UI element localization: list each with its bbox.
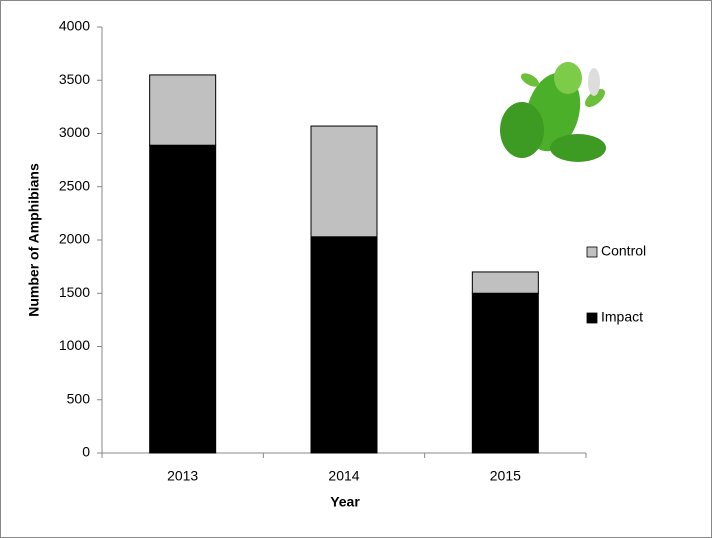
bar-segment [310,125,378,238]
y-tick-label: 1000 [59,337,90,353]
x-tick-label: 2015 [490,468,521,484]
legend-label: Control [601,243,646,259]
legend-swatch [586,246,598,258]
y-tick-label: 4000 [59,18,90,34]
y-tick-label: 3500 [59,71,90,87]
bar-segment [471,271,539,294]
y-axis-label: Number of Amphibians [26,163,42,317]
y-tick-label: 2500 [59,177,90,193]
y-tick-label: 0 [82,444,90,460]
bar-segment [310,236,378,454]
bar-segment [149,144,217,454]
y-tick-label: 3000 [59,124,90,140]
legend-swatch [586,312,598,324]
y-tick-label: 500 [67,390,91,406]
frog-illustration [500,62,606,162]
y-tick-label: 1500 [59,284,90,300]
y-tick-label: 2000 [59,231,90,247]
legend-label: Impact [601,309,643,325]
x-tick-label: 2013 [167,468,198,484]
x-tick-label: 2014 [328,468,359,484]
bar-segment [149,74,217,146]
x-axis-label: Year [330,494,360,510]
bar-segment [471,292,539,454]
